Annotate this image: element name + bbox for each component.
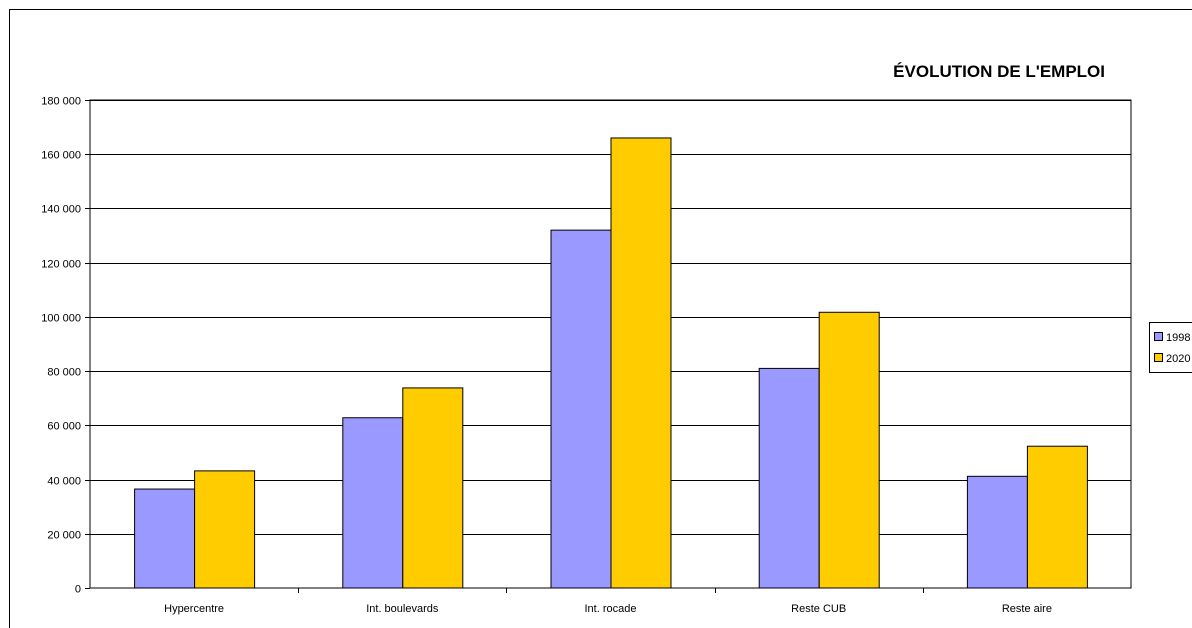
- bar-2020: [402, 387, 464, 589]
- y-tick-label: 140 000: [41, 204, 81, 216]
- chart-title: ÉVOLUTION DE L'EMPLOI: [893, 62, 1105, 81]
- y-tick-label: 40 000: [47, 476, 81, 488]
- bar-1998: [134, 488, 196, 589]
- legend-label-1998: 1998: [1166, 332, 1190, 344]
- plot-area-border: [89, 99, 1132, 589]
- y-tick-label: 60 000: [47, 421, 81, 433]
- bar-1998: [550, 229, 612, 589]
- legend-box: [1149, 322, 1192, 373]
- y-tick-label: 180 000: [41, 96, 81, 108]
- bar-1998: [758, 367, 820, 589]
- bar-2020: [610, 137, 672, 589]
- bars: [134, 137, 1088, 589]
- x-tick-label: Int. rocade: [585, 603, 637, 615]
- x-tick-label: Reste aire: [1002, 603, 1052, 615]
- bar-1998: [966, 475, 1028, 589]
- bar-2020: [194, 470, 256, 589]
- x-tick-label: Reste CUB: [791, 603, 846, 615]
- y-tick-label: 80 000: [47, 367, 81, 379]
- legend: 1998 2020: [1149, 322, 1192, 373]
- y-tick-label: 20 000: [47, 530, 81, 542]
- chart-frame: [9, 9, 1192, 628]
- bar-2020: [818, 311, 880, 589]
- bar-2020: [1026, 445, 1088, 589]
- legend-label-2020: 2020: [1166, 353, 1190, 365]
- x-tick-label: Int. boulevards: [366, 603, 439, 615]
- y-tick-label: 160 000: [41, 150, 81, 162]
- bar-1998: [342, 417, 404, 589]
- x-tick-label: Hypercentre: [164, 603, 224, 615]
- legend-swatch-2020: [1154, 353, 1163, 362]
- y-tick-label: 120 000: [41, 259, 81, 271]
- legend-swatch-1998: [1154, 332, 1163, 341]
- axes: [85, 99, 1132, 593]
- y-tick-label: 0: [75, 584, 81, 596]
- y-tick-label: 100 000: [41, 313, 81, 325]
- tick-labels: 0 20 000 40 000 60 000 80 000 100 000 120 000 1…: [41, 96, 1052, 616]
